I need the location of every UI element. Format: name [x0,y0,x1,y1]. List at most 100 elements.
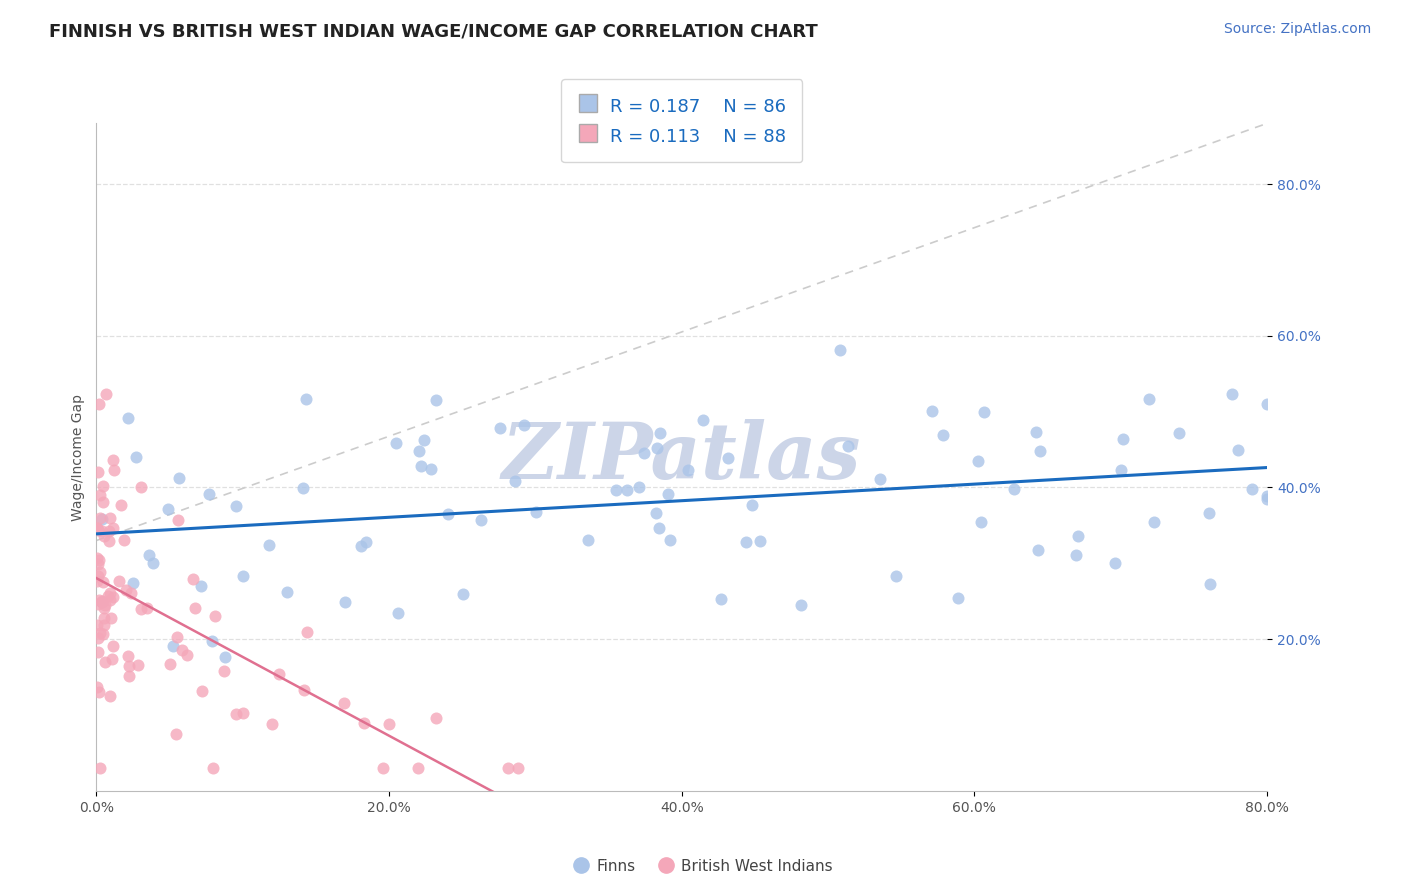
Point [93,600,115,615]
Point [1026,542,1049,557]
Point [89,626,111,640]
Point [89,511,111,525]
Point [633,446,655,460]
Point [735,534,758,549]
Point [117,669,139,683]
Point [89,488,111,502]
Point [257,538,280,552]
Point [1199,576,1222,591]
Point [658,533,681,548]
Point [89,565,111,579]
Point [425,392,447,407]
Point [408,443,430,458]
Point [506,761,529,775]
Point [657,486,679,500]
Point [87,396,110,410]
Point [576,533,599,547]
Point [1241,482,1264,496]
Point [650,425,672,440]
Point [93,618,115,632]
Point [117,411,139,425]
Point [1256,489,1278,503]
Point [100,611,122,625]
Point [120,586,142,600]
Point [162,639,184,653]
Point [91,494,114,508]
Point [90,524,112,538]
Point [267,666,290,681]
Point [1112,432,1135,446]
Point [1143,516,1166,530]
Point [87,597,110,611]
Point [103,590,125,604]
Y-axis label: Wage/Income Gap: Wage/Income Gap [72,393,86,521]
Point [1226,443,1249,458]
Point [408,761,430,775]
Point [869,472,891,486]
Point [741,499,763,513]
Point [1109,463,1132,477]
Point [276,585,298,599]
Point [225,499,247,513]
Point [87,552,110,566]
Point [118,659,141,673]
Point [101,639,124,653]
Point [749,533,772,548]
Point [648,521,671,535]
Point [1029,444,1052,458]
Point [184,601,207,615]
Point [470,512,492,526]
Point [97,589,120,603]
Point [412,434,434,448]
Point [970,515,993,529]
Point [98,524,121,538]
Point [214,649,236,664]
Point [93,529,115,543]
Point [125,450,148,464]
Point [165,726,187,740]
Point [91,595,114,609]
Point [436,507,458,521]
Point [333,595,356,609]
Point [232,569,254,583]
Point [1137,392,1160,406]
Point [100,652,122,666]
Point [101,453,124,467]
Point [1104,557,1126,571]
Point [156,501,179,516]
Point [356,535,378,549]
Point [98,592,121,607]
Point [115,582,138,597]
Point [86,550,108,565]
Text: FINNISH VS BRITISH WEST INDIAN WAGE/INCOME GAP CORRELATION CHART: FINNISH VS BRITISH WEST INDIAN WAGE/INCO… [49,22,818,40]
Point [202,761,225,775]
Point [98,586,121,600]
Point [1256,491,1278,506]
Point [98,534,121,549]
Point [645,507,668,521]
Point [112,533,135,547]
Point [425,711,447,725]
Point [94,655,117,669]
Point [371,761,394,775]
Point [89,761,111,775]
Point [191,684,214,698]
Point [488,421,510,435]
Point [1025,425,1047,439]
Point [181,572,204,586]
Point [103,462,125,476]
Point [87,593,110,607]
Point [87,465,110,479]
Point [387,606,409,620]
Legend: Finns, British West Indians: Finns, British West Indians [567,853,839,880]
Point [292,683,315,698]
Point [90,512,112,526]
Point [692,413,714,427]
Point [138,548,160,562]
Point [87,557,110,571]
Point [884,568,907,582]
Point [87,685,110,699]
Point [973,404,995,418]
Point [297,625,319,640]
Point [86,645,108,659]
